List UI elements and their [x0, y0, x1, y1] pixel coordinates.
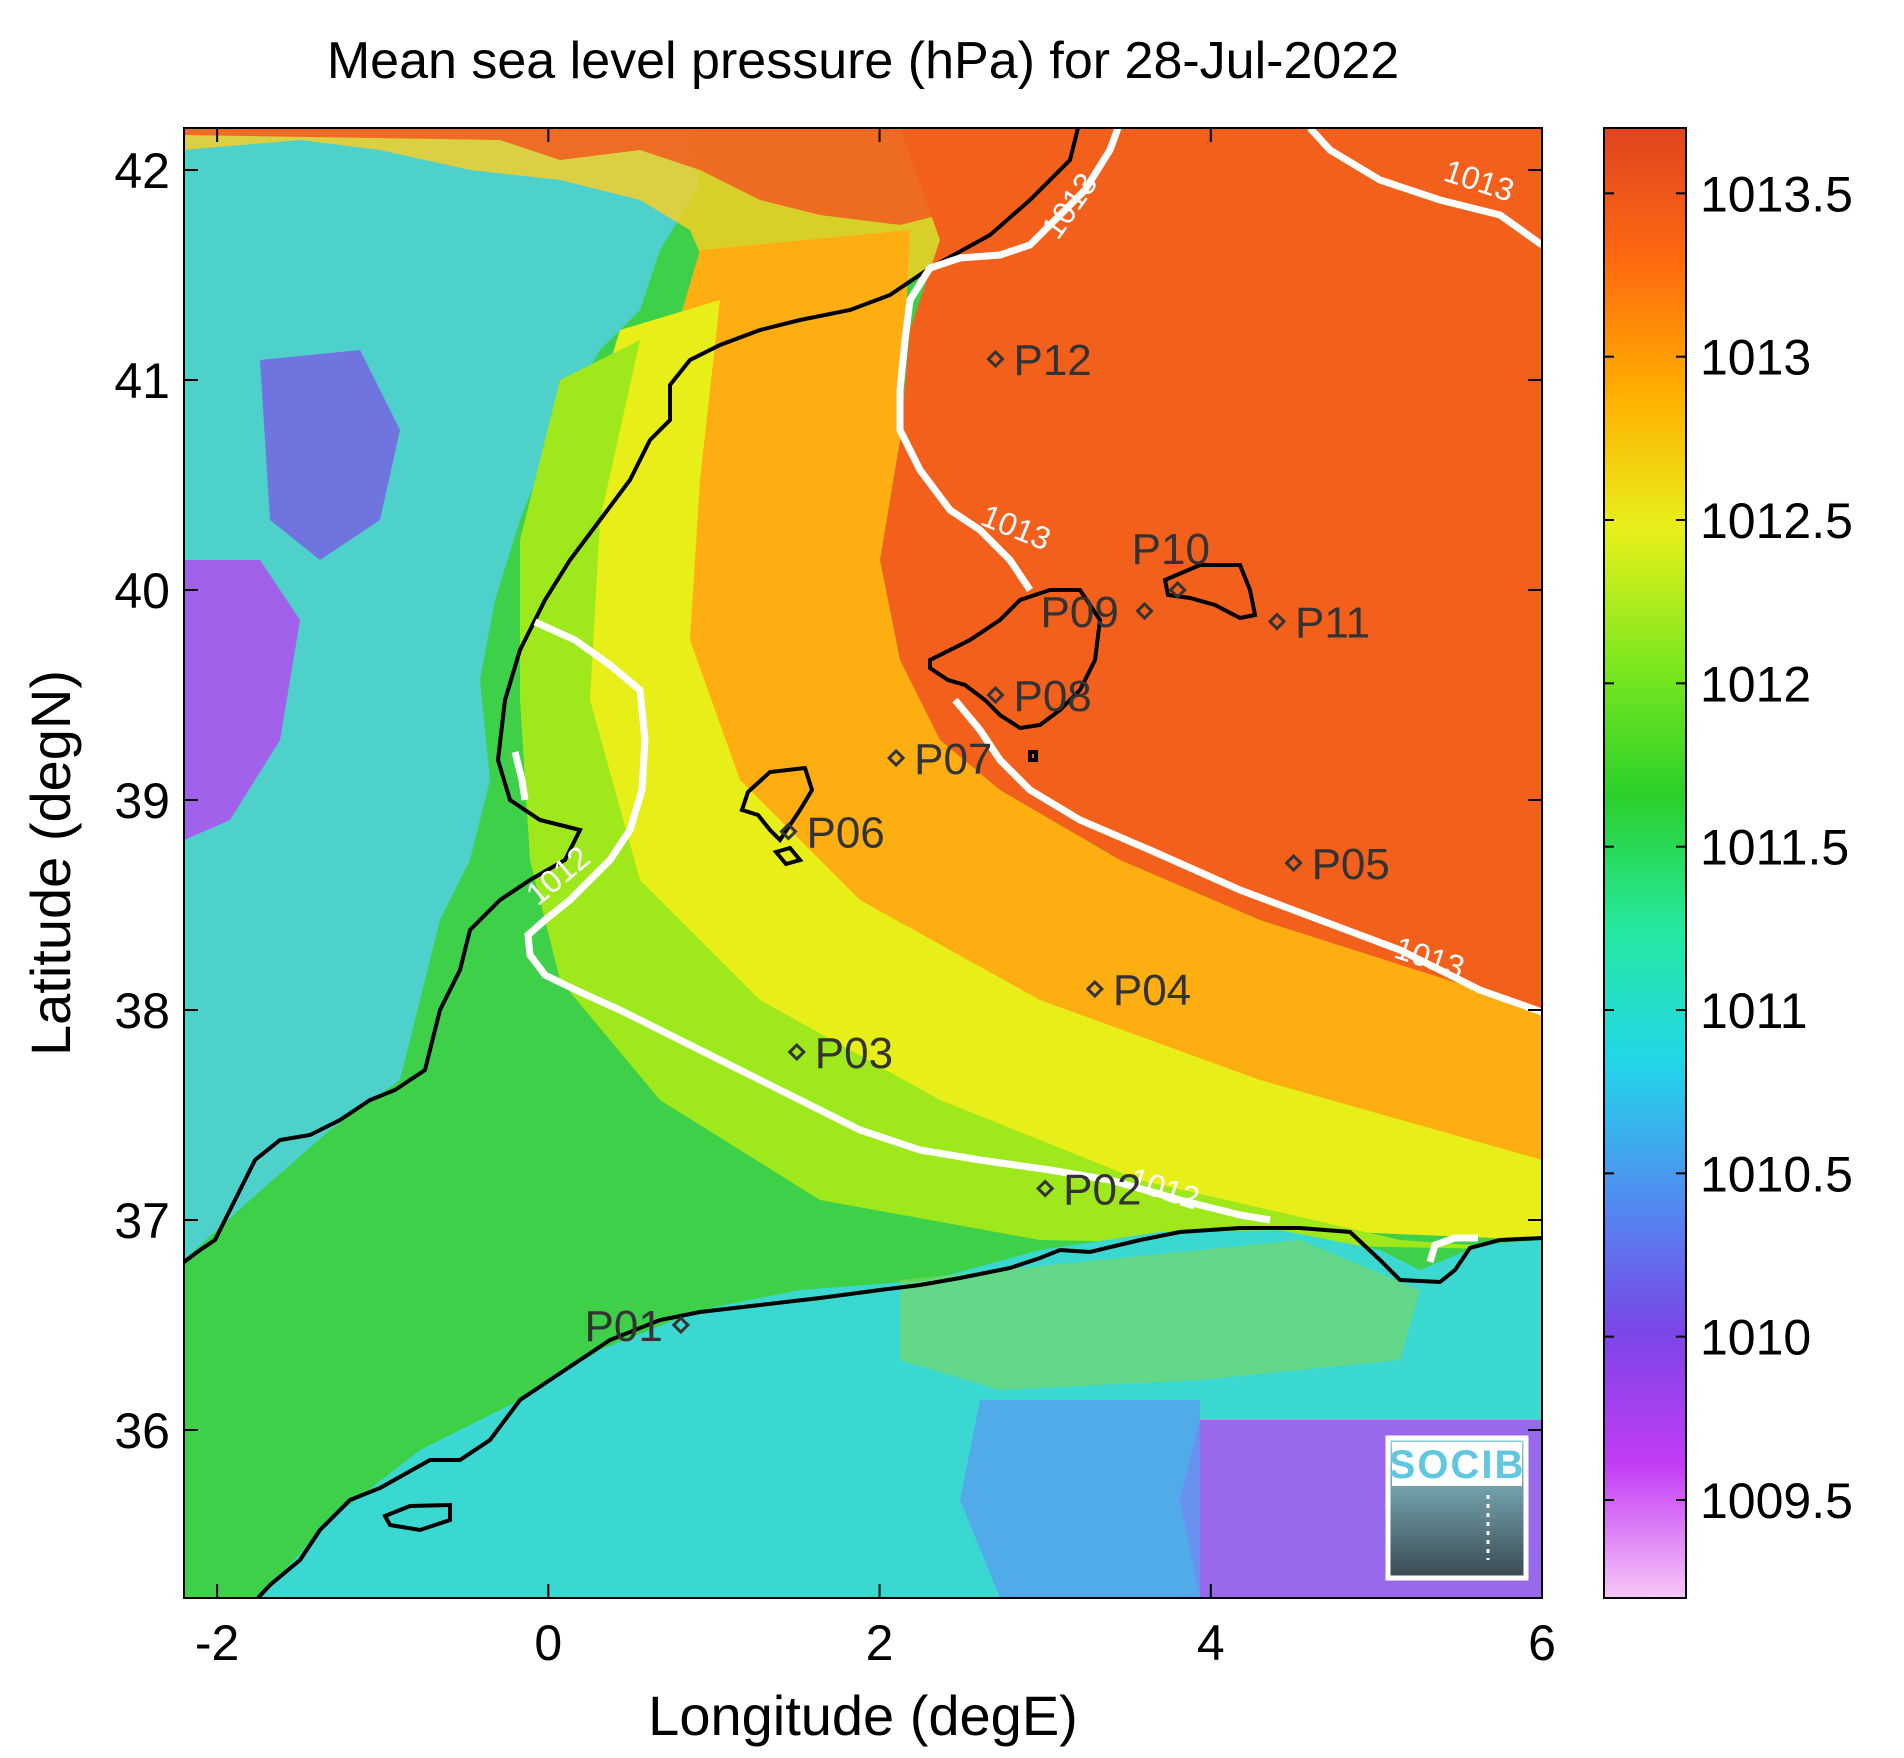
station-p05: P05	[1284, 840, 1390, 889]
y-axis-label: Latitude (degN)	[19, 670, 82, 1056]
station-label: P02	[1063, 1166, 1141, 1215]
station-label: P12	[1013, 336, 1091, 385]
station-marker	[779, 822, 798, 841]
svg-text:SOCIB: SOCIB	[1389, 1443, 1526, 1487]
y-tick-label: 40	[114, 563, 170, 619]
colorbar-tick-label: 1013	[1700, 330, 1811, 386]
y-tick-label: 38	[114, 983, 170, 1039]
socib-logo: SOCIB	[1385, 1435, 1529, 1581]
north-red-zone	[184, 128, 1080, 225]
station-label: P09	[1041, 588, 1119, 637]
colorbar-tick-label: 1010.5	[1700, 1146, 1853, 1202]
y-tick-label: 41	[114, 353, 170, 409]
x-axis-label: Longitude (degE)	[648, 1684, 1078, 1747]
iberia-violet-zone-2	[260, 350, 400, 560]
x-tick-label: 0	[534, 1615, 562, 1671]
station-p02: P02	[1036, 1166, 1141, 1215]
station-p08: P08	[986, 672, 1092, 721]
colorbar-gradient	[1603, 127, 1687, 1599]
station-marker	[1168, 580, 1187, 600]
y-tick-label: 42	[114, 143, 170, 199]
africa-blue-zone	[960, 1400, 1200, 1598]
station-p06: P06	[779, 809, 885, 858]
station-label: P11	[1295, 599, 1370, 648]
station-marker	[1267, 612, 1287, 631]
station-marker	[787, 1042, 806, 1062]
station-label: P04	[1113, 966, 1191, 1015]
station-marker	[1284, 853, 1303, 873]
station-label: P10	[1132, 525, 1210, 574]
colorbar-tick-label: 1010	[1700, 1310, 1811, 1366]
station-marker	[1085, 979, 1104, 999]
station-label: P03	[815, 1029, 893, 1078]
station-marker	[887, 748, 906, 768]
iberia-violet-zone	[184, 560, 300, 840]
y-tick-label: 39	[114, 773, 170, 829]
y-tick-label: 36	[114, 1403, 170, 1459]
colorbar-tick-label: 1009.5	[1700, 1473, 1853, 1529]
station-label: P08	[1013, 672, 1091, 721]
station-p03: P03	[787, 1029, 893, 1078]
east-high-zone	[880, 128, 1542, 1010]
station-label: P07	[914, 735, 992, 784]
colorbar-tick-label: 1011.5	[1700, 820, 1849, 876]
station-label: P06	[806, 809, 884, 858]
station-p01: P01	[585, 1302, 690, 1351]
x-axis: -2 0 2 4 6	[195, 128, 1556, 1671]
station-marker	[986, 685, 1005, 705]
station-p12: P12	[986, 336, 1092, 385]
station-p11: P11	[1267, 599, 1370, 648]
colorbar-tick-label: 1011	[1700, 983, 1808, 1039]
chart-title: Mean sea level pressure (hPa) for 28-Jul…	[327, 32, 1399, 90]
colorbar-tick-label: 1012	[1700, 656, 1811, 712]
lime-band	[520, 340, 1542, 1250]
station-label: P01	[585, 1302, 663, 1351]
station-marker	[1036, 1179, 1055, 1198]
africa-green-patches	[900, 1240, 1420, 1390]
y-axis: 36 37 38 39 40 41 42	[114, 143, 1542, 1459]
colorbar-tick-label: 1012.5	[1700, 493, 1853, 549]
colorbar-tick-label: 1013.5	[1700, 166, 1853, 222]
station-p09: P09	[1041, 588, 1154, 637]
station-marker	[1135, 601, 1154, 621]
station-p10: P10	[1132, 525, 1210, 600]
station-marker	[671, 1315, 690, 1335]
station-label: P05	[1312, 840, 1390, 889]
station-p04: P04	[1085, 966, 1191, 1015]
y-tick-label: 37	[114, 1193, 170, 1249]
station-p07: P07	[887, 735, 992, 784]
x-tick-label: 6	[1528, 1615, 1556, 1671]
x-tick-label: 2	[866, 1615, 894, 1671]
x-tick-label: -2	[195, 1615, 239, 1671]
x-tick-label: 4	[1197, 1615, 1225, 1671]
station-marker	[986, 349, 1005, 369]
central-yellow-band	[540, 300, 1542, 1240]
colorbar: 1009.5 1010 1010.5 1011 1011.5 1012 1012.5 1013…	[1603, 127, 1853, 1599]
isobars	[511, 128, 1542, 1263]
plot-frame	[183, 127, 1543, 1599]
